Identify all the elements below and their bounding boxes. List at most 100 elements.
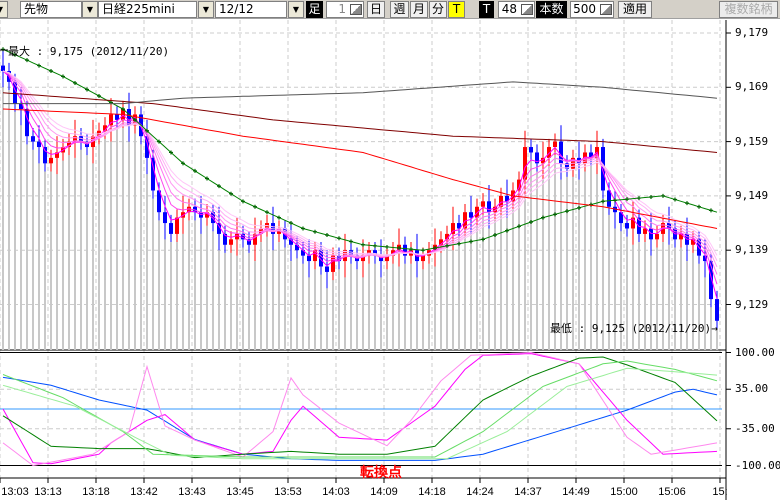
moving-average-marker — [673, 197, 677, 202]
candle-body — [241, 233, 245, 240]
candle-body — [487, 201, 491, 213]
symbol-dropdown-button[interactable]: ▼ — [198, 1, 214, 18]
candle-body — [73, 136, 77, 142]
price-tick-label: 9,149 — [735, 188, 769, 202]
turning-point-label: 転換点 — [360, 465, 402, 481]
time-tick-label: 13:42 — [130, 486, 158, 498]
candle-body — [589, 152, 593, 158]
candle-body — [709, 261, 713, 300]
time-tick-label: 14:18 — [418, 486, 446, 498]
ema-ribbon-line — [2, 70, 718, 275]
candle-body — [523, 147, 527, 180]
oscillator-line — [2, 367, 718, 460]
candle-body — [541, 157, 545, 164]
time-tick-label: 15:00 — [610, 486, 638, 498]
time-tick-label: 13:03 — [1, 486, 29, 498]
spin-icon[interactable] — [350, 4, 362, 15]
moving-average-marker — [73, 80, 77, 85]
moving-average-marker — [397, 246, 401, 251]
oscillator-tick-label: -100.00 — [735, 458, 780, 472]
month-button[interactable]: 月 — [410, 1, 428, 18]
candle-body — [703, 255, 707, 262]
multi-symbol-button[interactable]: 複数銘柄 — [719, 1, 778, 18]
moving-average-marker — [313, 229, 317, 234]
moving-average-marker — [145, 128, 149, 133]
count-spinner[interactable]: 500 — [570, 1, 614, 18]
time-tick-label: 13:43 — [178, 486, 206, 498]
moving-average-marker — [613, 198, 617, 203]
oscillator-line — [2, 356, 718, 459]
moving-average-marker — [133, 117, 137, 122]
candle-body — [601, 147, 605, 191]
time-tick-label: 13:13 — [34, 486, 62, 498]
moving-average-marker — [241, 199, 245, 204]
candle-body — [145, 136, 149, 158]
t-value: 48 — [501, 2, 517, 16]
candle-body — [313, 250, 317, 262]
candle-body — [229, 239, 233, 245]
candle-body — [529, 147, 533, 153]
symbol-select[interactable]: 日経225mini — [98, 1, 197, 18]
candle-body — [679, 233, 683, 240]
candle-body — [403, 244, 407, 256]
t-spinner[interactable]: 48 — [498, 1, 535, 18]
apply-button[interactable]: 適用 — [618, 1, 652, 18]
market-dropdown-button[interactable]: ▼ — [82, 1, 98, 18]
moving-average-marker — [229, 191, 233, 196]
contract-select[interactable]: 12/12 — [215, 1, 287, 18]
candle-body — [43, 147, 47, 164]
oscillator-tick-label: 35.00 — [735, 382, 769, 396]
moving-average-marker — [433, 246, 437, 251]
moving-average-marker — [37, 63, 41, 68]
oscillator-tick-label: -35.00 — [735, 421, 775, 435]
moving-average-marker — [409, 247, 413, 252]
price-tick-label: 9,129 — [735, 297, 769, 311]
moving-average-marker — [193, 168, 197, 173]
market-select[interactable]: 先物 — [20, 1, 82, 18]
moving-average-marker — [517, 224, 521, 229]
candle-body — [25, 109, 29, 137]
candle-body — [163, 212, 167, 224]
week-button[interactable]: 週 — [390, 1, 409, 18]
moving-average-marker — [349, 239, 353, 244]
moving-average-marker — [565, 209, 569, 214]
moving-average-marker — [85, 87, 89, 92]
candle-body — [445, 233, 449, 240]
moving-average-marker — [505, 228, 509, 233]
moving-average-marker — [661, 193, 665, 198]
moving-average-line — [2, 108, 718, 229]
contract-dropdown-button[interactable]: ▼ — [288, 1, 304, 18]
candle-body — [325, 266, 329, 272]
time-tick-label: 14:49 — [562, 486, 590, 498]
minute-button[interactable]: 分 — [429, 1, 447, 18]
day-button[interactable]: 日 — [367, 1, 385, 18]
count-value: 500 — [573, 2, 596, 16]
dropdown-arrow-icon[interactable]: ▼ — [0, 1, 8, 18]
moving-average-marker — [121, 107, 125, 112]
candle-body — [295, 244, 299, 251]
oscillator-line — [2, 351, 718, 467]
moving-average-marker — [289, 221, 293, 226]
candle-body — [463, 212, 467, 229]
moving-average-marker — [589, 202, 593, 207]
candle-body — [439, 239, 443, 245]
candle-body — [235, 233, 239, 240]
candle-body — [547, 147, 551, 158]
spin-icon[interactable] — [600, 4, 612, 15]
bar-count-spinner[interactable]: 1 — [326, 1, 364, 18]
moving-average-marker — [181, 161, 185, 166]
candle-body — [373, 250, 377, 256]
candle-body — [193, 206, 197, 213]
moving-average-marker — [637, 196, 641, 201]
t-label: T — [479, 1, 494, 18]
moving-average-marker — [469, 239, 473, 244]
moving-average-marker — [265, 210, 269, 215]
moving-average-marker — [529, 219, 533, 224]
candle-body — [247, 239, 251, 245]
time-tick-label: 15:06 — [658, 486, 686, 498]
spin-icon[interactable] — [521, 4, 533, 15]
time-tick-label: 14:03 — [322, 486, 350, 498]
moving-average-marker — [697, 204, 701, 209]
tick-button[interactable]: T — [448, 1, 465, 18]
